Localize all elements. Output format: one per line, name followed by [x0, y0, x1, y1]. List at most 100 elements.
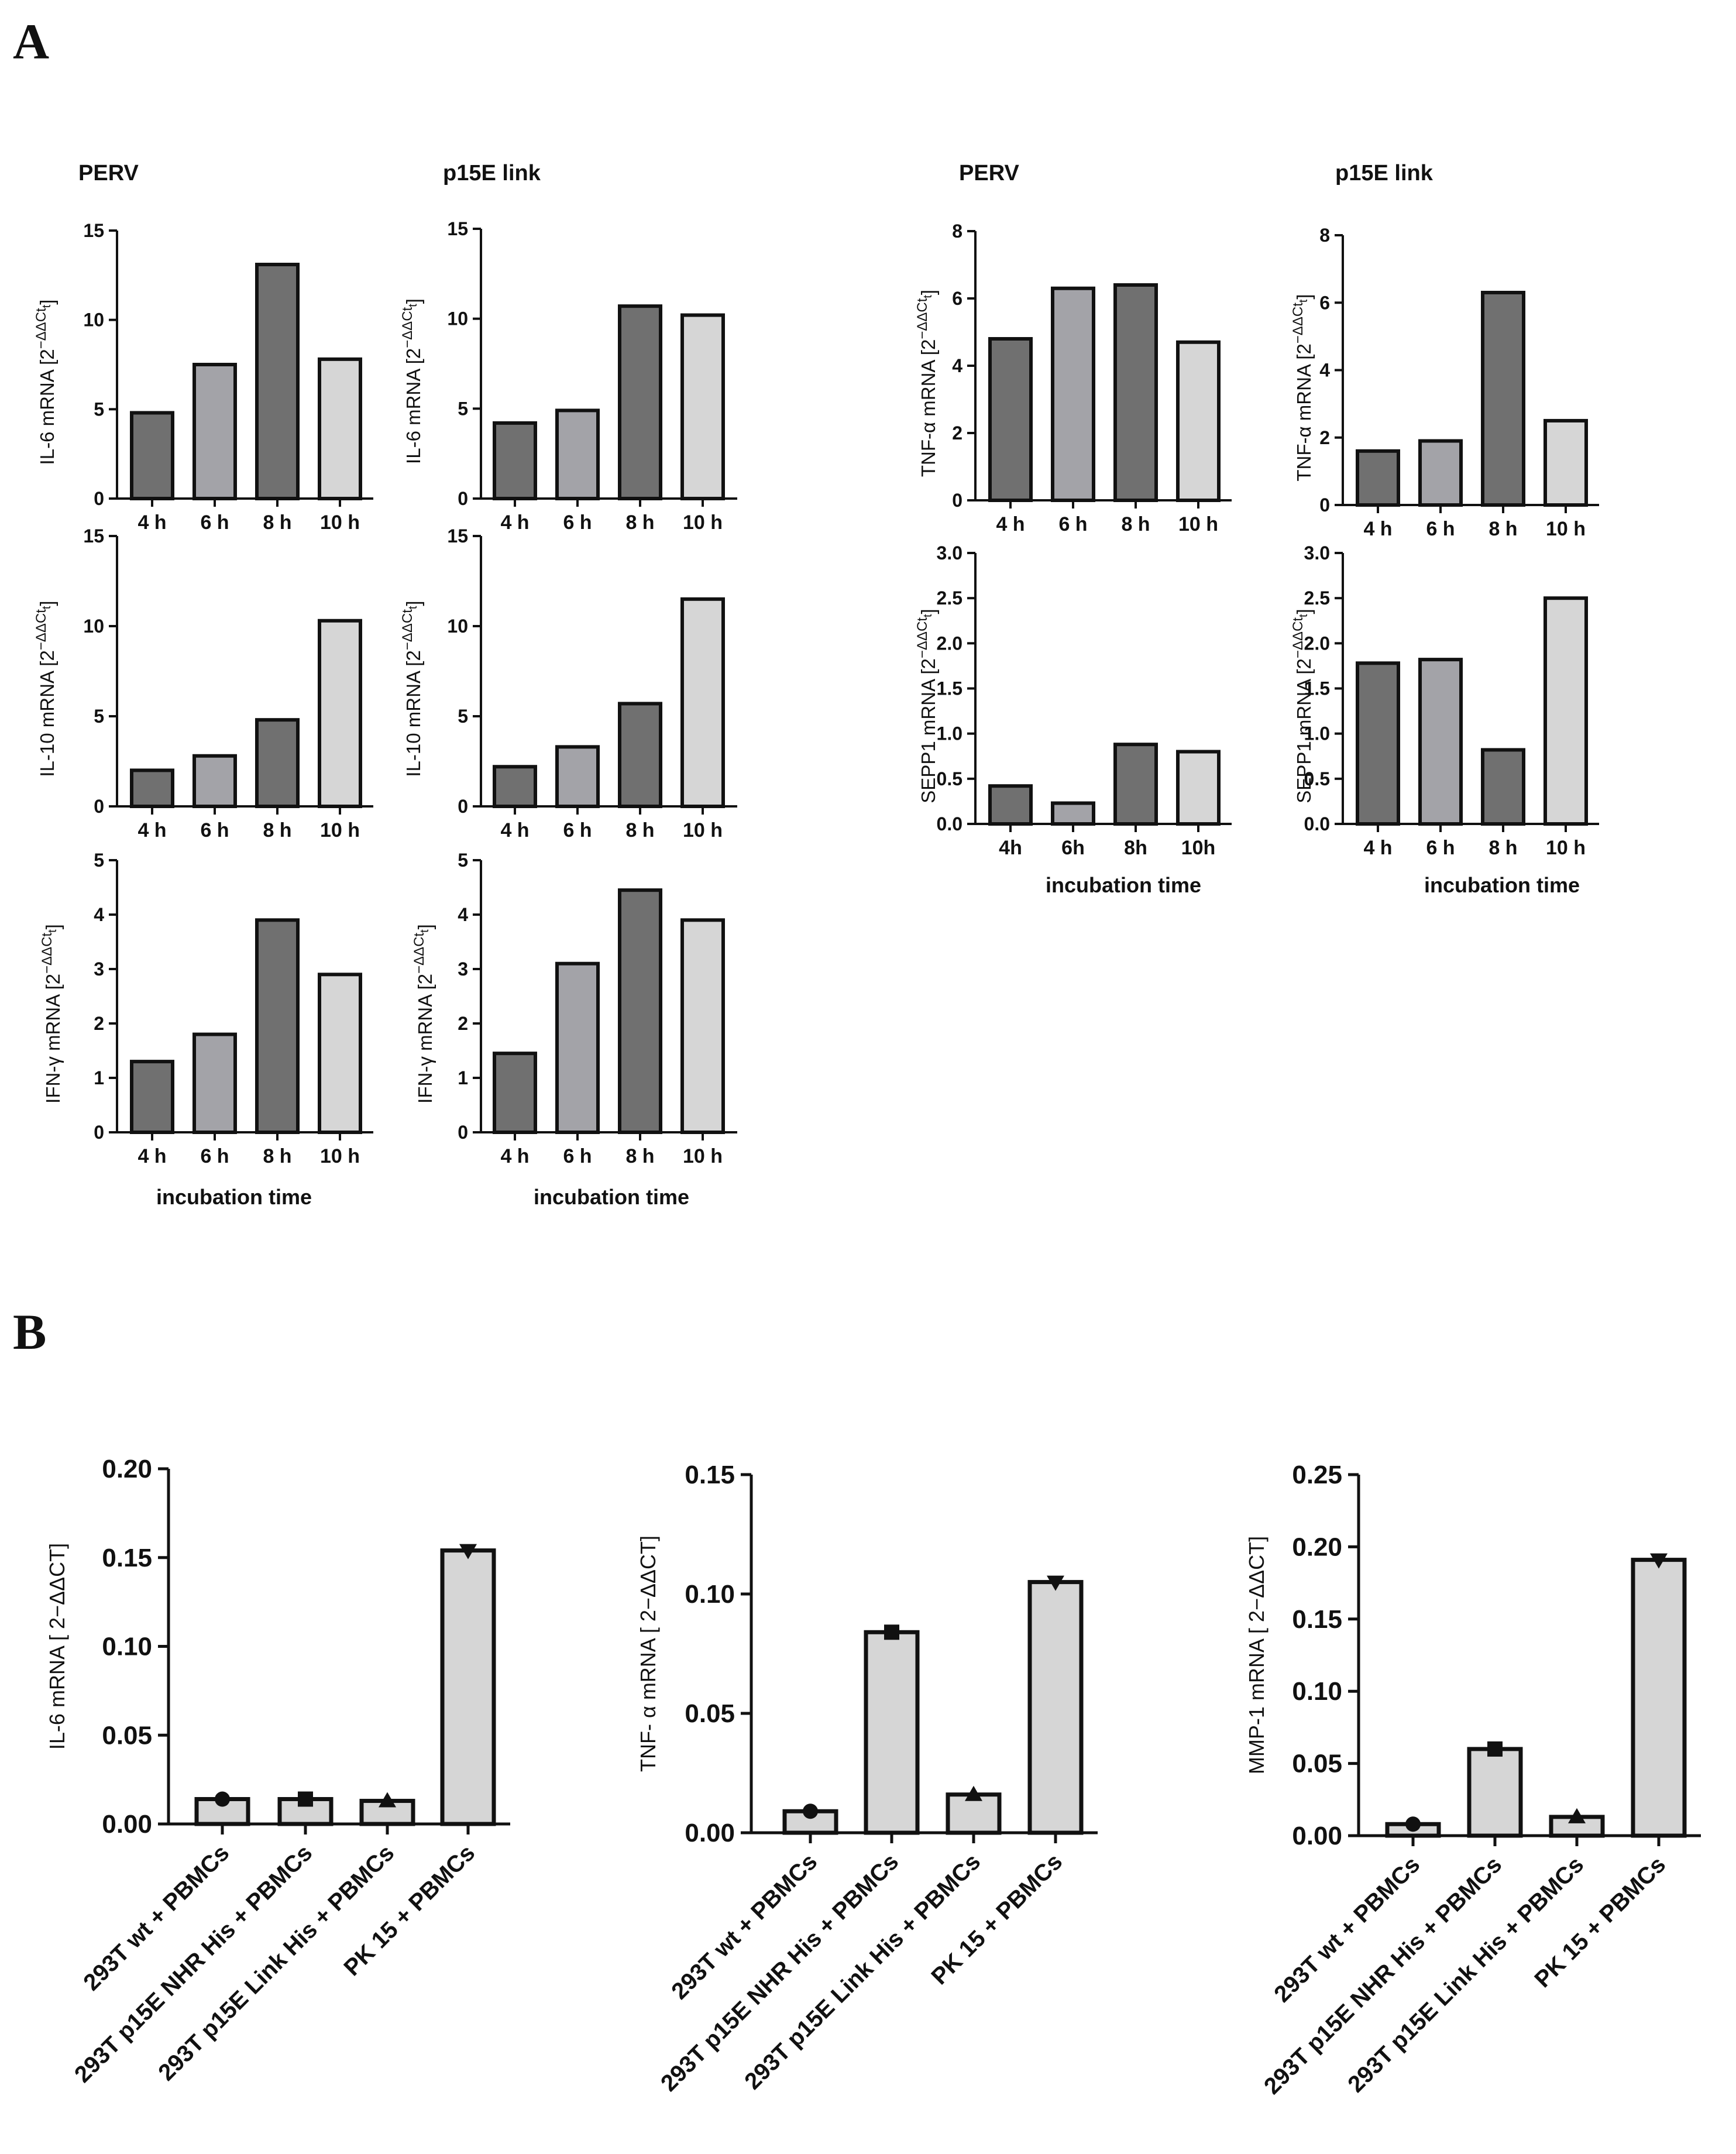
- y-tick-label: 2.0: [937, 633, 962, 654]
- y-axis-label-main: SEPP1 mRNA [2: [917, 658, 939, 803]
- x-tick-label: 4 h: [500, 819, 529, 841]
- y-tick-label: 1.5: [937, 678, 962, 699]
- bar-0: [988, 337, 1033, 502]
- x-tick-label: 10h: [1181, 837, 1216, 859]
- y-tick-label: 0.15: [1292, 1605, 1342, 1634]
- y-axis-label-close: ]: [36, 600, 58, 606]
- point-marker-triangle-down: [1650, 1553, 1668, 1569]
- y-tick-label: 4: [458, 904, 468, 925]
- x-tick-label: 4 h: [137, 819, 166, 841]
- chart-a_sepp1_perv: 0.0 0.5 1.0 1.5 2.0 2.5 3.0 4h 6h 8h 10h incubation…: [915, 542, 1232, 897]
- y-tick-label: 0.00: [1292, 1822, 1342, 1850]
- chart-a_tnf_perv: PERV 0 2 4 6 8 4 h 6 h 8 h 10 h TNF-α mRNA [2−ΔΔCt…: [915, 161, 1232, 535]
- x-tick-label: 4 h: [500, 1145, 529, 1167]
- y-axis-label-close: ]: [1293, 294, 1315, 299]
- y-axis-label: IL-10 mRNA [2−ΔΔCtt]: [33, 600, 58, 777]
- bar-0: [493, 1052, 537, 1135]
- y-axis-label-subscript: t: [1297, 299, 1310, 303]
- bar-2: [618, 702, 662, 808]
- x-tick-label: 6 h: [1058, 513, 1087, 535]
- y-tick-label: 6: [1319, 292, 1330, 313]
- y-tick-label: 10: [83, 616, 104, 637]
- y-tick-label: 0.0: [937, 813, 962, 834]
- point-marker-circle: [1405, 1816, 1421, 1832]
- bar-3: [680, 597, 725, 808]
- bar-1: [1418, 658, 1463, 826]
- y-axis-label: IL-6 mRNA [2−ΔΔCtt]: [33, 300, 58, 465]
- y-tick-label: 1: [458, 1067, 468, 1088]
- y-axis-label-main: IL-10 mRNA [2: [36, 650, 58, 777]
- y-tick-label: 2.0: [1304, 633, 1330, 654]
- y-tick-label: 8: [952, 221, 962, 242]
- bar-3: [680, 918, 725, 1135]
- bar-0: [493, 765, 537, 808]
- y-tick-label: 0.00: [685, 1819, 735, 1847]
- y-axis-label-exponent: −ΔΔCt: [400, 307, 415, 348]
- bar-3: [1544, 596, 1588, 826]
- y-tick-label: 6: [952, 288, 962, 309]
- bar-1: [864, 1630, 920, 1835]
- y-axis-label-close: ]: [917, 290, 939, 295]
- bar-0: [130, 1060, 174, 1134]
- x-tick-label: 8 h: [625, 511, 654, 534]
- y-tick-label: 5: [94, 850, 104, 871]
- y-axis-label-exponent: −ΔΔCt: [411, 933, 427, 974]
- y-tick-label: 15: [83, 525, 104, 547]
- bar-3: [680, 313, 725, 501]
- y-axis-label-close: ]: [42, 924, 64, 929]
- y-axis-label: SEPP1 mRNA [2−ΔΔCtt]: [1290, 609, 1315, 803]
- y-axis-label-main: SEPP1 mRNA [2: [1293, 658, 1315, 803]
- bar-0: [988, 784, 1033, 826]
- y-axis-label-exponent: −ΔΔCt: [33, 308, 49, 349]
- chart-a_sepp1_p15e: 0.0 0.5 1.0 1.5 2.0 2.5 3.0 4 h 6 h 8 h 10 h incuba…: [1290, 542, 1599, 897]
- chart-title: PERV: [959, 161, 1019, 185]
- x-tick-label: 4 h: [1363, 518, 1392, 540]
- x-tick-label: 8 h: [263, 1145, 291, 1167]
- bar-3: [318, 973, 362, 1135]
- bar-3: [1176, 750, 1221, 826]
- x-tick-label: 4h: [999, 837, 1022, 859]
- y-tick-label: 3: [94, 959, 104, 980]
- bar-0: [130, 411, 174, 500]
- bar-1: [192, 363, 237, 500]
- x-tick-label: 6 h: [563, 1145, 592, 1167]
- y-axis-label-subscript: t: [407, 304, 420, 307]
- point-marker-triangle-up: [379, 1792, 396, 1808]
- y-axis-label-subscript: t: [407, 606, 420, 609]
- y-axis-label: TNF-α mRNA [2−ΔΔCtt]: [1290, 294, 1315, 481]
- y-axis-label-main: IL-10 mRNA [2: [403, 650, 424, 777]
- y-axis-label-main: IL-6 mRNA [2: [403, 348, 424, 464]
- y-axis-label-main: IL-6 mRNA [2: [36, 349, 58, 465]
- y-axis-label-main: IFN-γ mRNA [2: [42, 974, 64, 1104]
- bar-1: [1467, 1747, 1523, 1838]
- y-tick-label: 0.00: [102, 1810, 152, 1839]
- x-tick-label: 6 h: [1426, 518, 1455, 540]
- y-axis-label-subscript: t: [46, 929, 59, 933]
- chart-a_ifn_p15e: 0 1 2 3 4 5 4 h 6 h 8 h 10 h incubation time IFN-γ …: [411, 850, 737, 1209]
- x-tick-label: 293T wt + PBMCs: [1269, 1851, 1425, 2007]
- y-tick-label: 4: [1319, 360, 1330, 381]
- y-tick-label: 0.20: [102, 1455, 152, 1483]
- bar-1: [1051, 286, 1095, 502]
- x-tick-label: 10 h: [1178, 513, 1218, 535]
- y-tick-label: 10: [83, 310, 104, 331]
- y-axis-label-exponent: −ΔΔCt: [33, 609, 49, 650]
- y-tick-label: 0: [952, 490, 962, 511]
- y-tick-label: 2: [458, 1013, 468, 1034]
- x-tick-label: 10 h: [320, 511, 360, 534]
- x-tick-label: 6 h: [1426, 837, 1455, 859]
- x-tick-label: 10 h: [683, 819, 723, 841]
- x-tick-label: 293T wt + PBMCs: [666, 1849, 822, 2004]
- y-tick-label: 0.10: [1292, 1677, 1342, 1706]
- y-tick-label: 1.0: [1304, 723, 1330, 744]
- point-marker-triangle-up: [1568, 1808, 1586, 1823]
- y-axis-label-main: TNF-α mRNA [2: [1293, 343, 1315, 481]
- x-tick-label: 4 h: [137, 511, 166, 534]
- y-tick-label: 0.25: [1292, 1461, 1342, 1489]
- y-tick-label: 0: [458, 488, 468, 509]
- y-tick-label: 5: [458, 850, 468, 871]
- chart-a_il6_p15e: p15E link 0 5 10 15 4 h 6 h 8 h 10 h IL-6 mRNA [2…: [400, 161, 737, 534]
- y-axis-label-subscript: t: [40, 606, 53, 609]
